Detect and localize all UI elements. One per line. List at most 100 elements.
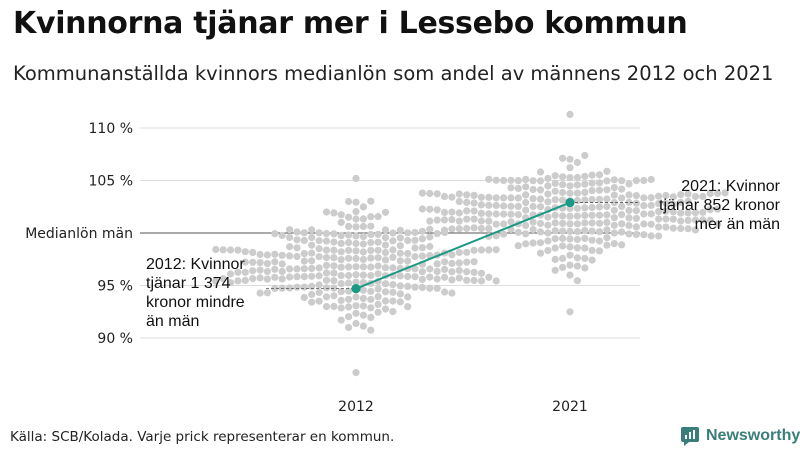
municipality-dot	[522, 183, 530, 191]
municipality-dot	[485, 273, 493, 281]
municipality-dot	[647, 175, 655, 184]
municipality-dot	[536, 186, 545, 194]
municipality-dot	[374, 308, 382, 316]
municipality-dot	[433, 216, 441, 224]
municipality-dot	[529, 226, 537, 234]
municipality-dot	[573, 212, 582, 220]
municipality-dot	[588, 187, 596, 195]
municipality-dot	[322, 208, 331, 216]
municipality-dot	[514, 202, 522, 210]
municipality-dot	[500, 176, 508, 185]
municipality-dot	[559, 234, 567, 243]
municipality-dot	[662, 215, 670, 223]
municipality-dot	[588, 236, 596, 244]
municipality-dot	[352, 239, 360, 248]
municipality-dot	[477, 269, 486, 277]
municipality-dot	[396, 257, 404, 265]
municipality-dot	[367, 222, 375, 230]
municipality-dot	[352, 174, 360, 182]
municipality-dot	[418, 275, 426, 283]
municipality-dot	[588, 211, 596, 219]
municipality-dot	[367, 197, 375, 205]
municipality-dot	[603, 167, 611, 175]
municipality-dot	[263, 275, 271, 283]
municipality-dot	[470, 207, 478, 215]
municipality-dot	[381, 208, 390, 216]
municipality-dot	[647, 220, 655, 228]
municipality-dot	[322, 293, 331, 301]
municipality-dot	[256, 289, 264, 297]
municipality-dot	[426, 273, 434, 281]
municipality-dot	[441, 265, 449, 273]
municipality-dot	[345, 263, 353, 271]
municipality-dot	[573, 196, 582, 205]
municipality-dot	[263, 289, 271, 297]
municipality-dot	[669, 215, 677, 223]
municipality-dot	[507, 184, 515, 192]
municipality-dot	[514, 177, 522, 185]
municipality-dot	[632, 230, 641, 239]
municipality-dot	[625, 230, 633, 238]
municipality-dot	[455, 259, 463, 267]
municipality-dot	[566, 271, 574, 279]
municipality-dot	[345, 231, 353, 239]
municipality-dot	[492, 201, 500, 210]
highlight-point	[565, 197, 575, 208]
municipality-dot	[308, 282, 316, 290]
municipality-dot	[632, 207, 641, 215]
municipality-dot	[455, 217, 463, 225]
municipality-dot	[573, 244, 582, 252]
municipality-dot	[308, 226, 316, 234]
municipality-dot	[381, 241, 390, 249]
municipality-dot	[345, 295, 353, 303]
municipality-dot	[470, 246, 478, 254]
municipality-dot	[485, 225, 493, 233]
municipality-dot	[684, 190, 692, 198]
municipality-dot	[337, 280, 345, 288]
municipality-dot	[352, 369, 360, 377]
municipality-dot	[566, 308, 574, 316]
municipality-dot	[551, 227, 559, 235]
municipality-dot	[389, 297, 397, 305]
municipality-dot	[389, 288, 397, 296]
municipality-dot	[300, 293, 308, 302]
municipality-dot	[566, 251, 574, 259]
municipality-dot	[559, 196, 567, 204]
municipality-dot	[337, 232, 345, 240]
municipality-dot	[352, 223, 360, 231]
municipality-dot	[308, 290, 316, 298]
municipality-dot	[610, 184, 618, 192]
municipality-dot	[345, 323, 353, 332]
municipality-dot	[286, 233, 294, 241]
municipality-dot	[359, 215, 367, 223]
municipality-dot	[293, 228, 301, 236]
municipality-dot	[359, 248, 367, 256]
newsworthy-icon	[681, 427, 699, 446]
municipality-dot	[345, 287, 353, 295]
municipality-dot	[271, 273, 279, 281]
highlight-point	[351, 284, 361, 294]
municipality-dot	[595, 219, 604, 227]
municipality-dot	[418, 268, 426, 276]
municipality-dot	[396, 234, 404, 242]
municipality-dot	[293, 283, 301, 291]
newsworthy-logo[interactable]: Newsworthy	[680, 426, 800, 446]
municipality-dot	[559, 188, 567, 197]
municipality-dot	[441, 258, 449, 266]
municipality-dot	[322, 269, 331, 277]
municipality-dot	[544, 246, 552, 255]
municipality-dot	[536, 249, 545, 257]
municipality-dot	[514, 228, 522, 236]
municipality-dot	[315, 281, 323, 289]
municipality-dot	[485, 193, 493, 201]
municipality-dot	[337, 211, 345, 219]
municipality-dot	[330, 238, 338, 246]
municipality-dot	[588, 203, 596, 211]
municipality-dot	[640, 210, 648, 218]
municipality-dot	[352, 271, 360, 279]
municipality-dot	[359, 263, 367, 271]
municipality-dot	[640, 194, 648, 202]
municipality-dot	[603, 226, 611, 234]
municipality-dot	[640, 176, 648, 185]
municipality-dot	[581, 188, 589, 196]
